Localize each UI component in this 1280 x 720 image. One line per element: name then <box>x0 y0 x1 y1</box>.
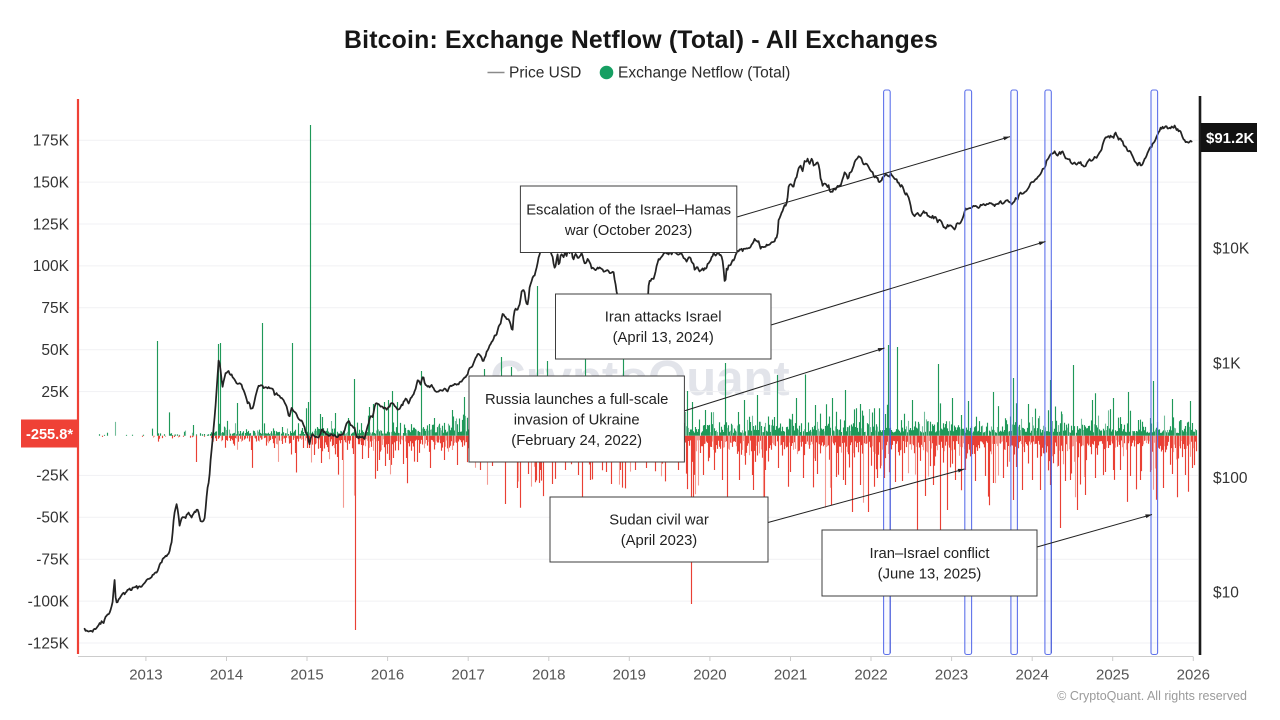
svg-text:50K: 50K <box>41 342 69 359</box>
svg-text:(February 24, 2022): (February 24, 2022) <box>511 433 642 449</box>
svg-text:(April 13, 2024): (April 13, 2024) <box>613 330 714 346</box>
svg-text:-50K: -50K <box>36 510 69 527</box>
svg-text:2026: 2026 <box>1177 667 1210 684</box>
svg-text:war (October 2023): war (October 2023) <box>564 223 693 239</box>
svg-text:2020: 2020 <box>693 667 726 684</box>
svg-text:Iran attacks Israel: Iran attacks Israel <box>605 310 722 326</box>
svg-text:-125K: -125K <box>28 635 70 652</box>
svg-text:2022: 2022 <box>854 667 887 684</box>
svg-text:Exchange Netflow (Total): Exchange Netflow (Total) <box>618 65 790 82</box>
svg-text:(April 2023): (April 2023) <box>621 533 698 549</box>
svg-text:Russia launches a full-scale: Russia launches a full-scale <box>485 392 668 408</box>
svg-text:2014: 2014 <box>210 667 243 684</box>
svg-text:-100K: -100K <box>28 593 70 610</box>
svg-text:-25K: -25K <box>36 468 69 485</box>
svg-text:-75K: -75K <box>36 552 69 569</box>
svg-text:2017: 2017 <box>452 667 485 684</box>
svg-text:2023: 2023 <box>935 667 968 684</box>
svg-text:2016: 2016 <box>371 667 404 684</box>
svg-text:$91.2K: $91.2K <box>1206 130 1255 147</box>
svg-text:Price USD: Price USD <box>509 65 581 82</box>
svg-text:Sudan civil war: Sudan civil war <box>609 513 709 529</box>
svg-text:100K: 100K <box>33 258 70 275</box>
svg-text:Iran–Israel conflict: Iran–Israel conflict <box>869 546 989 562</box>
svg-text:$10K: $10K <box>1213 241 1250 258</box>
svg-text:-255.8*: -255.8* <box>26 427 73 443</box>
svg-text:invasion of Ukraine: invasion of Ukraine <box>514 412 640 428</box>
svg-text:2025: 2025 <box>1096 667 1129 684</box>
svg-text:Escalation of the Israel–Hamas: Escalation of the Israel–Hamas <box>526 202 731 218</box>
svg-text:2024: 2024 <box>1016 667 1049 684</box>
svg-text:(June 13, 2025): (June 13, 2025) <box>878 567 982 583</box>
svg-text:125K: 125K <box>33 216 70 233</box>
svg-text:2015: 2015 <box>290 667 323 684</box>
svg-text:2013: 2013 <box>129 667 162 684</box>
svg-text:150K: 150K <box>33 174 70 191</box>
svg-text:$1K: $1K <box>1213 355 1241 372</box>
svg-text:2021: 2021 <box>774 667 807 684</box>
svg-text:Bitcoin: Exchange Netflow (Tot: Bitcoin: Exchange Netflow (Total) - All … <box>344 27 938 54</box>
svg-text:175K: 175K <box>33 133 70 150</box>
svg-text:© CryptoQuant. All rights rese: © CryptoQuant. All rights reserved <box>1057 689 1247 703</box>
svg-text:$10: $10 <box>1213 584 1239 601</box>
svg-text:2019: 2019 <box>613 667 646 684</box>
svg-text:25K: 25K <box>41 384 69 401</box>
svg-text:75K: 75K <box>41 300 69 317</box>
svg-text:$100: $100 <box>1213 470 1248 487</box>
svg-text:2018: 2018 <box>532 667 565 684</box>
